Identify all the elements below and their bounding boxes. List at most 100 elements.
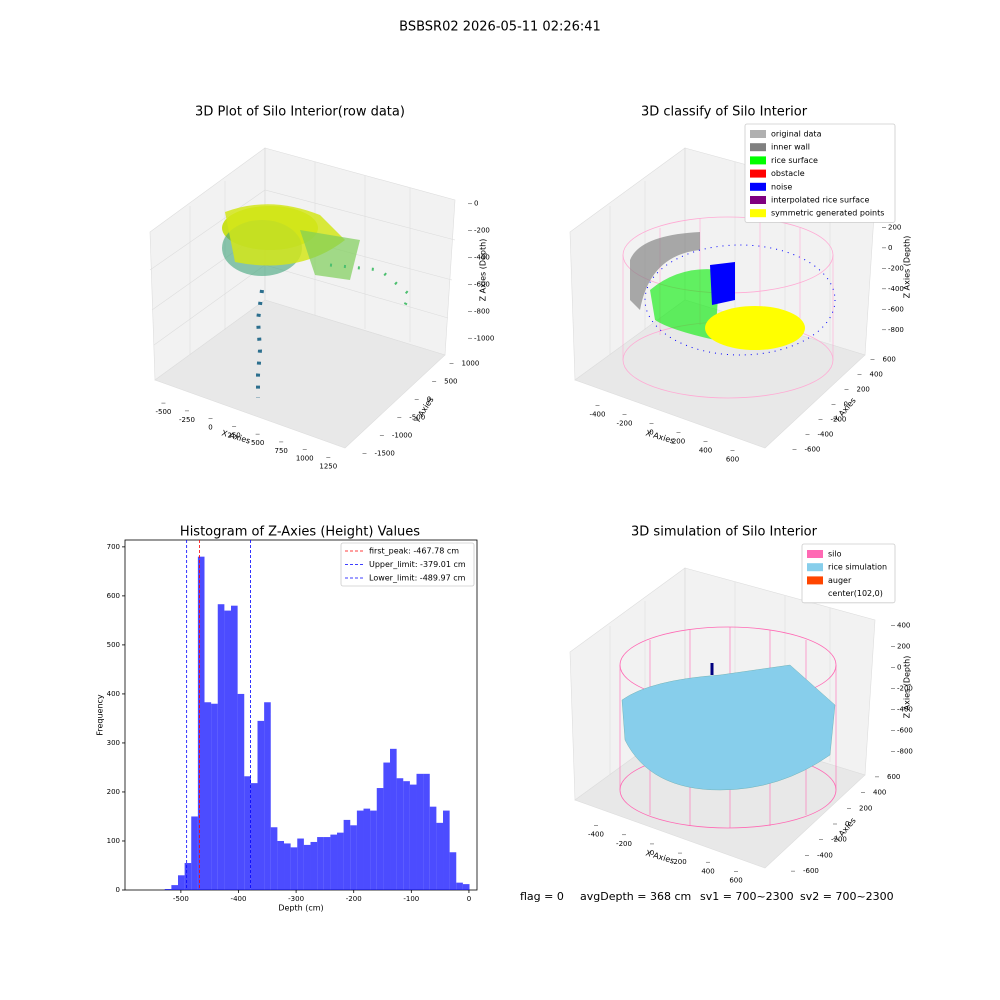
status-text: flag = 0 — [520, 890, 564, 903]
legend-swatch — [750, 143, 766, 152]
bar — [204, 702, 212, 890]
y-tick-label: 600 — [887, 773, 900, 781]
z-tick-label: -200 — [897, 685, 913, 693]
bar — [403, 781, 410, 890]
bar — [217, 604, 225, 890]
legend-swatch — [750, 196, 766, 204]
z-tick-label: 200 — [897, 643, 910, 651]
y-tick-label: 500 — [107, 641, 120, 649]
y-tick-label: 200 — [857, 386, 870, 394]
bar — [390, 748, 397, 890]
legend-swatch — [750, 156, 766, 165]
status-text: avgDepth = 368 cm — [580, 890, 691, 903]
y-tick-label: 0 — [116, 886, 120, 894]
panel-4-decor — [569, 567, 876, 869]
panel-title: 3D simulation of Silo Interior — [631, 525, 818, 540]
y-tick-label: -600 — [805, 446, 821, 454]
x-tick-label: 250 — [227, 431, 240, 439]
z-tick-label: -800 — [888, 326, 904, 334]
x-axis-label: X Axies — [645, 848, 676, 865]
legend-swatch — [807, 550, 823, 558]
bar — [330, 834, 338, 890]
x-tick-label: 750 — [274, 447, 287, 455]
bar — [284, 843, 291, 890]
suptitle: BSBSR02 2026-05-11 02:26:41 — [399, 20, 601, 35]
legend-label: auger — [828, 576, 852, 585]
z-tick-label: -200 — [474, 227, 490, 235]
x-tick-label: 400 — [701, 867, 714, 875]
x-tick-label: 1000 — [296, 455, 314, 463]
bar — [416, 773, 424, 890]
z-tick-label: -600 — [474, 280, 490, 288]
panel-1-decor — [149, 147, 456, 449]
bar — [409, 784, 417, 890]
y-tick-label: -1500 — [374, 449, 394, 457]
bar — [456, 882, 463, 890]
x-tick-label: -200 — [346, 895, 362, 903]
legend-label: first_peak: -467.78 cm — [369, 547, 459, 556]
legend-label: interpolated rice surface — [771, 196, 869, 205]
y-tick-label: 700 — [107, 543, 120, 551]
x-tick-label: -500 — [155, 408, 171, 416]
panel-title: 3D Plot of Silo Interior(row data) — [195, 105, 405, 120]
bar — [277, 840, 285, 890]
x-axis-label: X Axies — [645, 428, 676, 445]
legend-label: obstacle — [771, 169, 805, 178]
x-tick-label: 0 — [649, 429, 653, 437]
bar — [376, 788, 384, 890]
legend-swatch — [750, 169, 766, 178]
bar — [343, 819, 351, 890]
legend-swatch — [750, 182, 766, 191]
legend-label: inner wall — [771, 143, 810, 152]
y-tick-label: 300 — [107, 739, 120, 747]
bar — [323, 837, 331, 890]
legend-swatch — [750, 209, 766, 218]
z-axis-label: Z Axies (Depth) — [903, 236, 912, 299]
panel-title: 3D classify of Silo Interior — [641, 105, 808, 120]
z-tick-label: -400 — [888, 285, 904, 293]
bar — [290, 847, 298, 890]
y-tick-label: 500 — [444, 378, 457, 386]
legend-label: Upper_limit: -379.01 cm — [369, 560, 466, 569]
y-tick-label: 400 — [873, 789, 886, 797]
legend-box — [744, 123, 896, 223]
z-tick-label: 0 — [474, 200, 478, 208]
x-tick-label: 600 — [729, 876, 742, 884]
z-tick-label: -800 — [897, 748, 913, 756]
bar — [383, 762, 391, 890]
bar — [257, 720, 265, 890]
y-tick-label: 400 — [107, 690, 120, 698]
bar — [429, 806, 437, 890]
z-axis-label: Z Axies (Depth) — [479, 239, 488, 302]
x-tick-label: 0 — [208, 424, 212, 432]
bar — [449, 852, 457, 890]
legend-swatch — [807, 576, 823, 585]
bar — [350, 825, 357, 890]
status-text: sv2 = 700~2300 — [800, 890, 894, 903]
y-tick-label: 400 — [870, 371, 883, 379]
z-tick-label: -800 — [474, 307, 490, 315]
bar — [184, 863, 192, 890]
y-axis-label: Frequency — [96, 694, 105, 736]
bar — [178, 875, 185, 890]
bar — [297, 838, 304, 890]
x-tick-label: 1250 — [319, 462, 337, 470]
legend-label: center(102,0) — [828, 589, 883, 598]
y-tick-label: 0 — [844, 401, 848, 409]
legend-label: symmetric generated points — [771, 209, 884, 218]
legend-swatch — [807, 589, 823, 598]
x-tick-label: -400 — [588, 831, 604, 839]
z-tick-label: 0 — [897, 664, 901, 672]
x-tick-label: 400 — [699, 447, 712, 455]
bar — [310, 841, 318, 890]
bar — [164, 889, 172, 890]
x-tick-label: 200 — [672, 438, 685, 446]
y-tick-label: 1000 — [462, 360, 480, 368]
bar — [250, 783, 258, 890]
bar — [197, 556, 205, 890]
bar — [231, 605, 238, 890]
x-tick-label: -500 — [173, 895, 189, 903]
panel-title: Histogram of Z-Axies (Height) Values — [180, 525, 420, 540]
x-tick-label: -400 — [231, 895, 247, 903]
x-tick-label: 600 — [726, 456, 739, 464]
